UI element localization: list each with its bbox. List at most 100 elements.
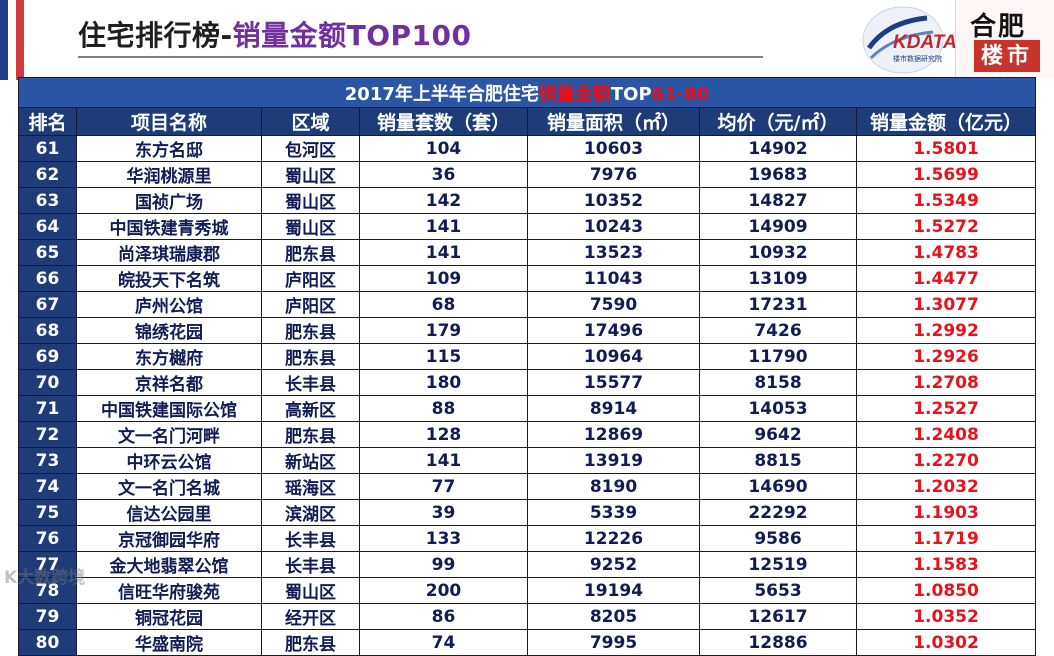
amount-cell: 1.0850 [855, 577, 1037, 604]
hefei-loushi-logo: 合肥 楼市 [955, 0, 1054, 78]
units-cell: 99 [359, 551, 528, 578]
table-row: 73 中环云公馆 新站区 141 13919 8815 1.2270 [18, 447, 1037, 474]
amount-cell: 1.1583 [855, 551, 1037, 578]
table-body: 61 东方名邸 包河区 104 10603 14902 1.5801 62 华润桃源里 蜀山区 36… [18, 135, 1037, 656]
district-cell: 长丰县 [261, 551, 360, 578]
project-name-cell: 国祯广场 [76, 187, 262, 214]
units-cell: 133 [359, 525, 528, 552]
amount-cell: 1.5801 [855, 135, 1037, 162]
units-cell: 77 [359, 473, 528, 500]
table-row: 64 中国铁建青秀城 蜀山区 141 10243 14909 1.5272 [18, 213, 1037, 240]
district-cell: 肥东县 [261, 317, 360, 344]
table-row: 78 信旺华府骏苑 蜀山区 200 19194 5653 1.0850 [18, 577, 1037, 604]
kdata-emblem-icon [862, 6, 944, 74]
area-cell: 10243 [527, 213, 700, 240]
amount-cell: 1.1903 [855, 499, 1037, 526]
price-cell: 22292 [699, 499, 857, 526]
rank-cell: 63 [18, 187, 77, 214]
rank-cell: 69 [18, 343, 77, 370]
price-cell: 9586 [699, 525, 857, 552]
banner-range: 61-80 [651, 83, 710, 105]
project-name-cell: 皖投天下名筑 [76, 265, 262, 292]
price-cell: 9642 [699, 421, 857, 448]
area-cell: 10603 [527, 135, 700, 162]
project-name-cell: 中国铁建青秀城 [76, 213, 262, 240]
rank-cell: 77 [18, 551, 77, 578]
district-cell: 新站区 [261, 447, 360, 474]
column-header: 排名 [18, 107, 77, 136]
units-cell: 86 [359, 603, 528, 630]
district-cell: 经开区 [261, 603, 360, 630]
area-cell: 7590 [527, 291, 700, 318]
area-cell: 12869 [527, 421, 700, 448]
units-cell: 200 [359, 577, 528, 604]
flag-decoration [0, 0, 28, 80]
district-cell: 蜀山区 [261, 213, 360, 240]
column-header: 区域 [261, 107, 360, 136]
amount-cell: 1.2408 [855, 421, 1037, 448]
price-cell: 14902 [699, 135, 857, 162]
banner-highlight: 销量金额 [538, 83, 611, 105]
column-header: 均价（元/㎡） [699, 107, 857, 136]
table-banner: 2017年上半年合肥住宅销量金额TOP61-80 [17, 77, 1037, 108]
rank-cell: 72 [18, 421, 77, 448]
units-cell: 88 [359, 395, 528, 422]
project-name-cell: 铜冠花园 [76, 603, 262, 630]
district-cell: 庐阳区 [261, 291, 360, 318]
project-name-cell: 金大地翡翠公馆 [76, 551, 262, 578]
units-cell: 142 [359, 187, 528, 214]
price-cell: 14909 [699, 213, 857, 240]
price-cell: 12617 [699, 603, 857, 630]
units-cell: 141 [359, 239, 528, 266]
units-cell: 39 [359, 499, 528, 526]
rank-cell: 65 [18, 239, 77, 266]
amount-cell: 1.5699 [855, 161, 1037, 188]
table-row: 76 京冠御园华府 长丰县 133 12226 9586 1.1719 [18, 525, 1037, 552]
kdata-subtitle: 楼市数据研究院 [893, 55, 942, 63]
amount-cell: 1.2032 [855, 473, 1037, 500]
price-cell: 14827 [699, 187, 857, 214]
units-cell: 68 [359, 291, 528, 318]
kdata-text: KDATA [893, 32, 957, 53]
table-row: 66 皖投天下名筑 庐阳区 109 11043 13109 1.4477 [18, 265, 1037, 292]
amount-cell: 1.2708 [855, 369, 1037, 396]
kdata-logo: KDATA 楼市数据研究院 [857, 2, 957, 76]
amount-cell: 1.0352 [855, 603, 1037, 630]
project-name-cell: 文一名门河畔 [76, 421, 262, 448]
units-cell: 179 [359, 317, 528, 344]
title-main: 住宅排行榜- [78, 19, 233, 52]
amount-cell: 1.0302 [855, 629, 1037, 656]
project-name-cell: 东方名邸 [76, 135, 262, 162]
price-cell: 14053 [699, 395, 857, 422]
logo-text-bottom: 楼市 [980, 43, 1033, 69]
district-cell: 肥东县 [261, 239, 360, 266]
area-cell: 7976 [527, 161, 700, 188]
table-row: 67 庐州公馆 庐阳区 68 7590 17231 1.3077 [18, 291, 1037, 318]
table-row: 74 文一名门名城 瑶海区 77 8190 14690 1.2032 [18, 473, 1037, 500]
district-cell: 肥东县 [261, 343, 360, 370]
watermark: K大数跨境 [4, 568, 86, 588]
district-cell: 长丰县 [261, 369, 360, 396]
table-row: 80 华盛南院 肥东县 74 7995 12886 1.0302 [18, 629, 1037, 656]
table-row: 75 信达公园里 滨湖区 39 5339 22292 1.1903 [18, 499, 1037, 526]
table-row: 79 铜冠花园 经开区 86 8205 12617 1.0352 [18, 603, 1037, 630]
district-cell: 高新区 [261, 395, 360, 422]
district-cell: 蜀山区 [261, 187, 360, 214]
table-row: 62 华润桃源里 蜀山区 36 7976 19683 1.5699 [18, 161, 1037, 188]
area-cell: 19194 [527, 577, 700, 604]
price-cell: 19683 [699, 161, 857, 188]
table-row: 70 京祥名都 长丰县 180 15577 8158 1.2708 [18, 369, 1037, 396]
area-cell: 8914 [527, 395, 700, 422]
table-row: 65 尚泽琪瑞康郡 肥东县 141 13523 10932 1.4783 [18, 239, 1037, 266]
price-cell: 8158 [699, 369, 857, 396]
area-cell: 9252 [527, 551, 700, 578]
rank-cell: 73 [18, 447, 77, 474]
project-name-cell: 尚泽琪瑞康郡 [76, 239, 262, 266]
price-cell: 17231 [699, 291, 857, 318]
price-cell: 10932 [699, 239, 857, 266]
project-name-cell: 锦绣花园 [76, 317, 262, 344]
rank-cell: 62 [18, 161, 77, 188]
project-name-cell: 京冠御园华府 [76, 525, 262, 552]
table-row: 63 国祯广场 蜀山区 142 10352 14827 1.5349 [18, 187, 1037, 214]
column-header: 销量面积（㎡） [527, 107, 700, 136]
